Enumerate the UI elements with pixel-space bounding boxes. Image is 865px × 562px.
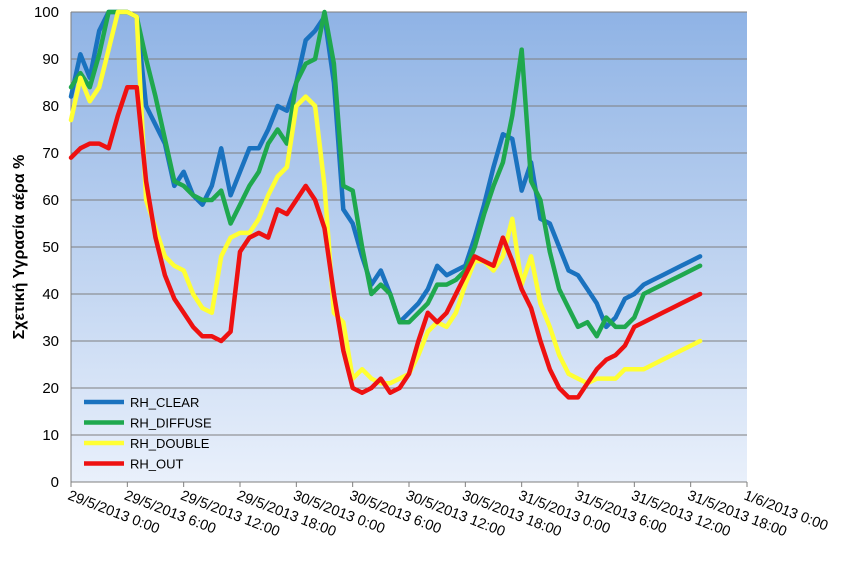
y-tick-label: 100: [34, 4, 59, 21]
legend-label-rh-out[interactable]: RH_OUT: [130, 457, 184, 472]
gridlines: [70, 11, 747, 483]
y-tick-label: 70: [42, 145, 59, 162]
y-tick-label: 10: [42, 427, 59, 444]
series-lines: [68, 9, 703, 400]
legend-label-rh-double[interactable]: RH_DOUBLE: [130, 436, 210, 451]
y-tick-label: 60: [42, 192, 59, 209]
y-tick-label: 0: [51, 474, 59, 491]
y-axis-ticks: 0 10 20 30 40 50 60 70 80 90 100: [34, 4, 59, 491]
y-tick-label: 80: [42, 98, 59, 115]
legend[interactable]: RH_CLEAR RH_DIFFUSE RH_DOUBLE RH_OUT: [84, 395, 212, 472]
series-line-rh-diffuse: [68, 9, 703, 339]
y-tick-label: 30: [42, 333, 59, 350]
y-tick-label: 90: [42, 51, 59, 68]
y-tick-label: 40: [42, 286, 59, 303]
y-tick-label: 20: [42, 380, 59, 397]
y-axis-label: Σχετική Υγρασία αέρα %: [11, 155, 28, 340]
series-line-rh-out: [68, 84, 703, 400]
legend-label-rh-diffuse[interactable]: RH_DIFFUSE: [130, 416, 212, 431]
y-tick-label: 50: [42, 239, 59, 256]
legend-label-rh-clear[interactable]: RH_CLEAR: [130, 395, 199, 410]
